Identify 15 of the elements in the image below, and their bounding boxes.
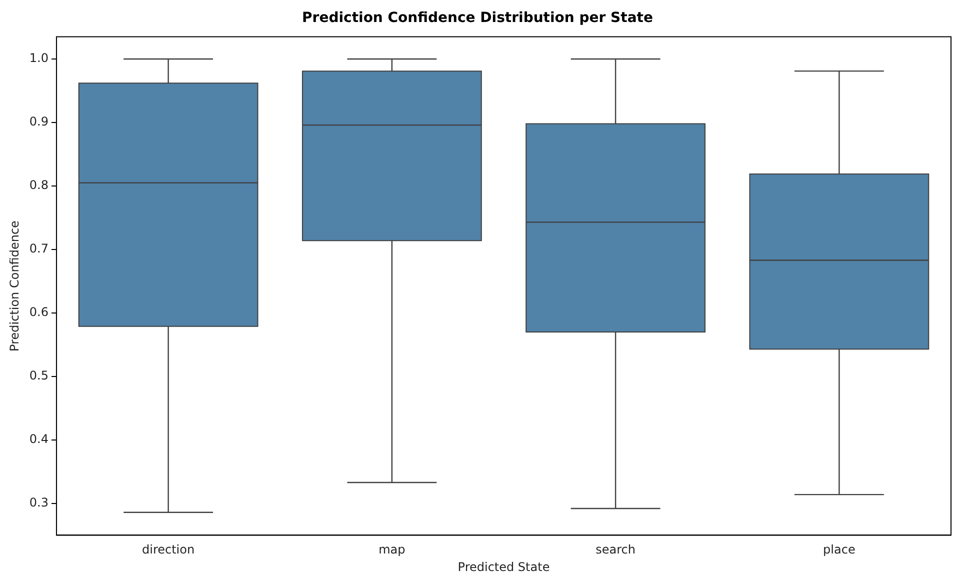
- y-tick-label: 0.8: [29, 178, 48, 192]
- x-tick-label: search: [596, 542, 636, 557]
- y-tick-label: 0.5: [29, 368, 48, 383]
- y-tick-label: 0.3: [29, 496, 48, 510]
- x-tick-label: place: [823, 542, 856, 557]
- x-tick-label: map: [378, 542, 406, 557]
- chart-title: Prediction Confidence Distribution per State: [302, 10, 653, 26]
- y-tick-label: 0.7: [29, 242, 48, 256]
- y-tick-label: 0.9: [29, 114, 48, 129]
- y-tick-label: 0.4: [29, 432, 48, 446]
- x-axis-title: Predicted State: [458, 560, 550, 574]
- y-tick-label: 1.0: [29, 51, 48, 66]
- x-tick-label: direction: [142, 542, 195, 557]
- y-axis-title: Prediction Confidence: [7, 220, 22, 352]
- y-tick-label: 0.6: [29, 305, 48, 320]
